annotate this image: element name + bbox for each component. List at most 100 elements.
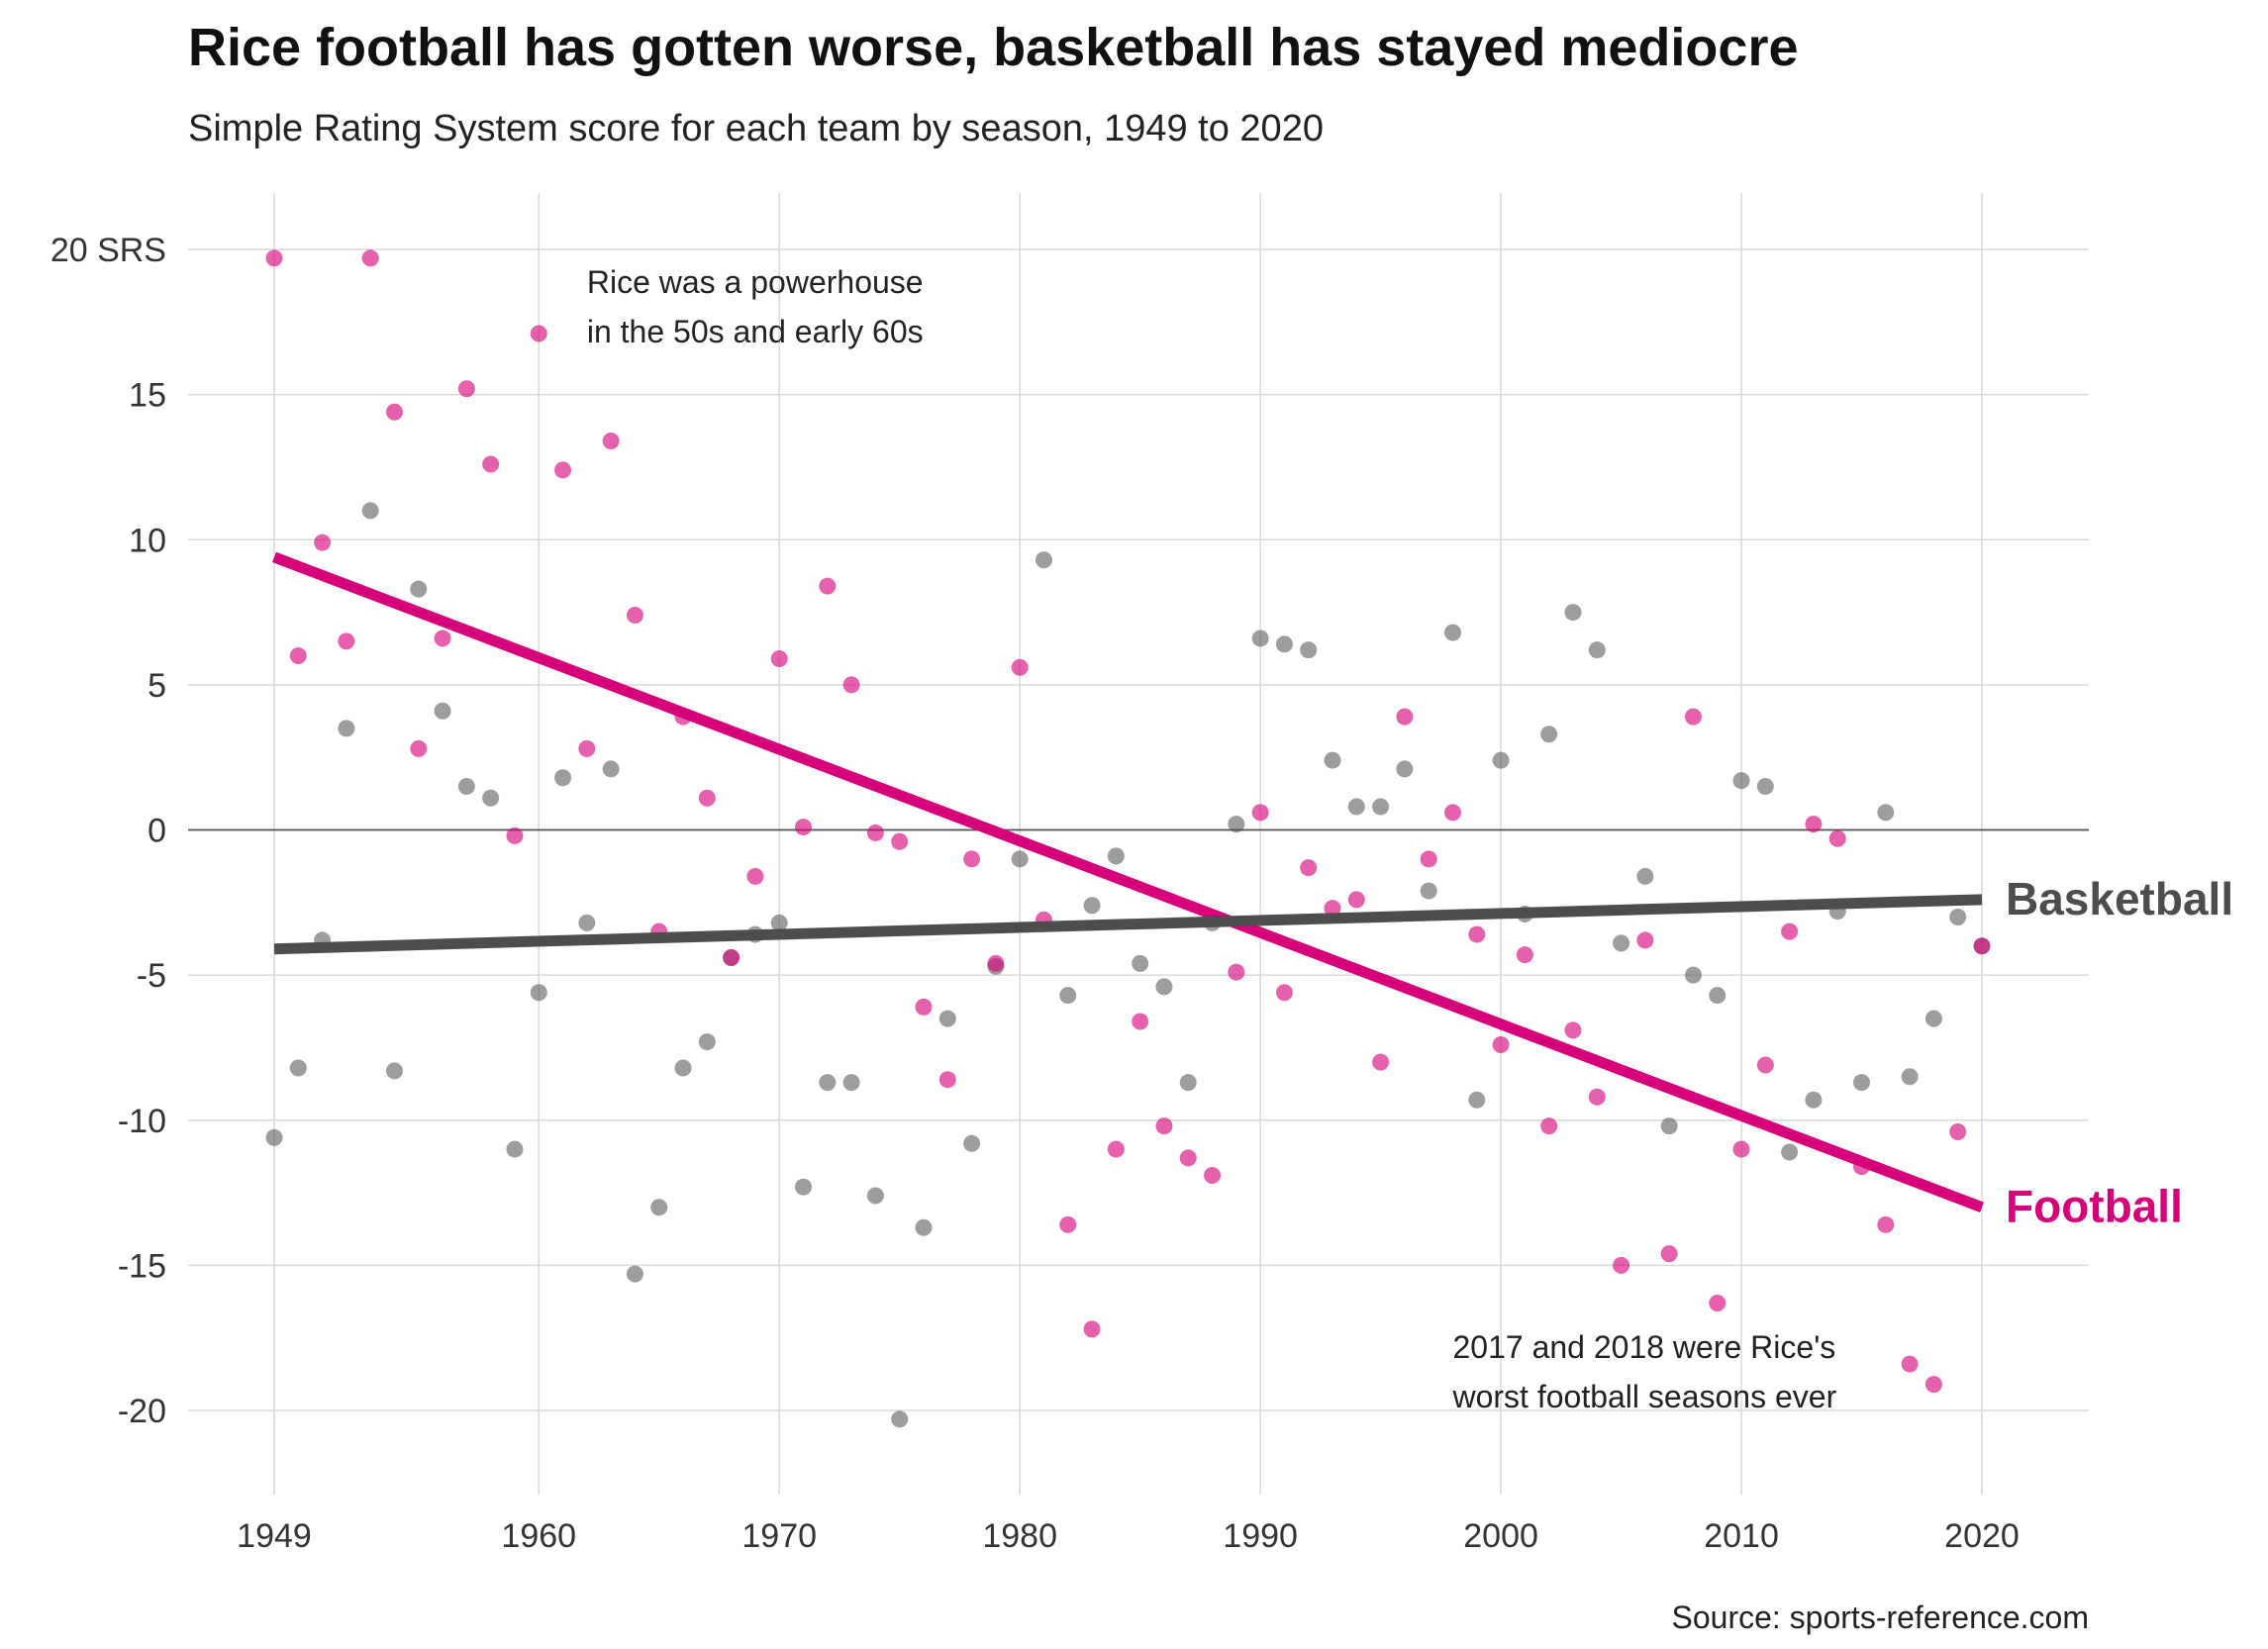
basketball-point bbox=[1949, 908, 1967, 925]
annotation-line: in the 50s and early 60s bbox=[587, 314, 924, 349]
basketball-point bbox=[915, 1218, 933, 1236]
basketball-point bbox=[1588, 641, 1606, 659]
basketball-point bbox=[674, 1059, 692, 1077]
basketball-point bbox=[1709, 987, 1726, 1005]
x-tick-label: 2020 bbox=[1944, 1517, 2020, 1555]
basketball-point bbox=[866, 1187, 884, 1205]
basketball-point bbox=[361, 502, 379, 520]
x-tick-label: 1990 bbox=[1223, 1517, 1298, 1555]
football-point bbox=[1805, 816, 1823, 833]
football-label: Football bbox=[2006, 1181, 2183, 1232]
y-tick-label: 20 SRS bbox=[50, 232, 166, 269]
basketball-point bbox=[289, 1059, 307, 1077]
football-trend-line bbox=[272, 551, 1984, 1212]
basketball-point bbox=[1468, 1091, 1486, 1109]
football-point bbox=[1300, 859, 1318, 877]
basketball-point bbox=[1756, 778, 1774, 796]
football-point bbox=[1949, 1122, 1967, 1140]
football-point bbox=[795, 819, 813, 836]
football-point bbox=[866, 824, 884, 841]
football-point bbox=[1492, 1036, 1510, 1054]
basketball-point bbox=[506, 1140, 524, 1158]
annotation: 2017 and 2018 were Rice's worst football … bbox=[1451, 1329, 1836, 1414]
football-point bbox=[1372, 1053, 1390, 1071]
football-point bbox=[746, 867, 764, 885]
football-point bbox=[1781, 922, 1799, 940]
football-point bbox=[602, 433, 620, 450]
football-point bbox=[1756, 1056, 1774, 1074]
football-point bbox=[530, 325, 547, 342]
basketball-point bbox=[457, 778, 475, 796]
basketball-point bbox=[1275, 635, 1293, 653]
basketball-point bbox=[1805, 1091, 1823, 1109]
football-point bbox=[626, 606, 643, 624]
football-point bbox=[1901, 1355, 1919, 1373]
football-point bbox=[265, 249, 283, 267]
x-tick-label: 1960 bbox=[501, 1517, 576, 1555]
basketball-point bbox=[554, 769, 572, 787]
y-tick-label: 10 bbox=[129, 522, 166, 559]
basketball-point bbox=[963, 1134, 981, 1152]
y-tick-label: 15 bbox=[129, 377, 166, 415]
x-tick-label: 2010 bbox=[1704, 1517, 1779, 1555]
football-point bbox=[1396, 708, 1414, 726]
football-point bbox=[482, 455, 500, 473]
football-point bbox=[457, 380, 475, 398]
annotation-line: 2017 and 2018 were Rice's bbox=[1452, 1329, 1835, 1365]
football-point bbox=[1251, 804, 1269, 822]
y-tick-label: -15 bbox=[118, 1247, 166, 1285]
basketball-point bbox=[1636, 867, 1654, 885]
football-point bbox=[1636, 931, 1654, 949]
basketball-point bbox=[482, 789, 500, 807]
football-point bbox=[842, 676, 860, 694]
y-tick-label: 5 bbox=[148, 667, 166, 705]
basketball-point bbox=[1155, 978, 1173, 996]
football-point bbox=[1443, 804, 1461, 822]
basketball-trend-line bbox=[273, 894, 1983, 955]
basketball-point bbox=[1011, 850, 1029, 868]
x-tick-label: 1970 bbox=[741, 1517, 817, 1555]
basketball-point bbox=[1443, 624, 1461, 641]
basketball-point bbox=[891, 1410, 909, 1428]
football-point bbox=[1059, 1215, 1077, 1233]
football-point bbox=[1228, 963, 1245, 981]
basketball-point bbox=[410, 580, 428, 598]
basketball-point bbox=[1901, 1068, 1919, 1086]
basketball-point bbox=[338, 720, 355, 737]
basketball-point bbox=[1372, 798, 1390, 816]
basketball-point bbox=[1228, 816, 1245, 833]
basketball-label: Basketball bbox=[2006, 873, 2233, 924]
football-point bbox=[554, 461, 572, 479]
football-point bbox=[1588, 1088, 1606, 1106]
football-point bbox=[1083, 1320, 1101, 1338]
basketball-point bbox=[1853, 1074, 1871, 1092]
basketball-point bbox=[1347, 798, 1365, 816]
football-point bbox=[506, 826, 524, 844]
annotation-line: worst football seasons ever bbox=[1451, 1379, 1836, 1414]
football-point bbox=[1924, 1376, 1942, 1394]
source-note: Source: sports-reference.com bbox=[1672, 1600, 2090, 1635]
annotations: Rice was a powerhouse in the 50s and earl… bbox=[587, 264, 1837, 1414]
x-tick-label: 1949 bbox=[237, 1517, 312, 1555]
basketball-point bbox=[795, 1178, 813, 1196]
x-tick-label: 1980 bbox=[982, 1517, 1057, 1555]
basketball-point bbox=[1251, 630, 1269, 647]
basketball-point bbox=[602, 760, 620, 778]
basketball-point bbox=[650, 1199, 668, 1216]
series-labels: Football Basketball bbox=[2006, 873, 2233, 1232]
basketball-point bbox=[1420, 882, 1437, 900]
basketball-point bbox=[1324, 751, 1341, 769]
data-points bbox=[265, 249, 1991, 1428]
basketball-point bbox=[698, 1033, 716, 1051]
football-point bbox=[361, 249, 379, 267]
football-point bbox=[819, 577, 837, 595]
basketball-point bbox=[385, 1062, 403, 1080]
basketball-point bbox=[578, 914, 596, 931]
football-point bbox=[1275, 984, 1293, 1002]
basketball-point bbox=[1300, 641, 1318, 659]
football-point bbox=[1155, 1117, 1173, 1135]
basketball-point bbox=[1684, 966, 1702, 984]
football-point bbox=[1540, 1117, 1558, 1135]
basketball-point bbox=[1059, 987, 1077, 1005]
basketball-point bbox=[434, 702, 451, 720]
